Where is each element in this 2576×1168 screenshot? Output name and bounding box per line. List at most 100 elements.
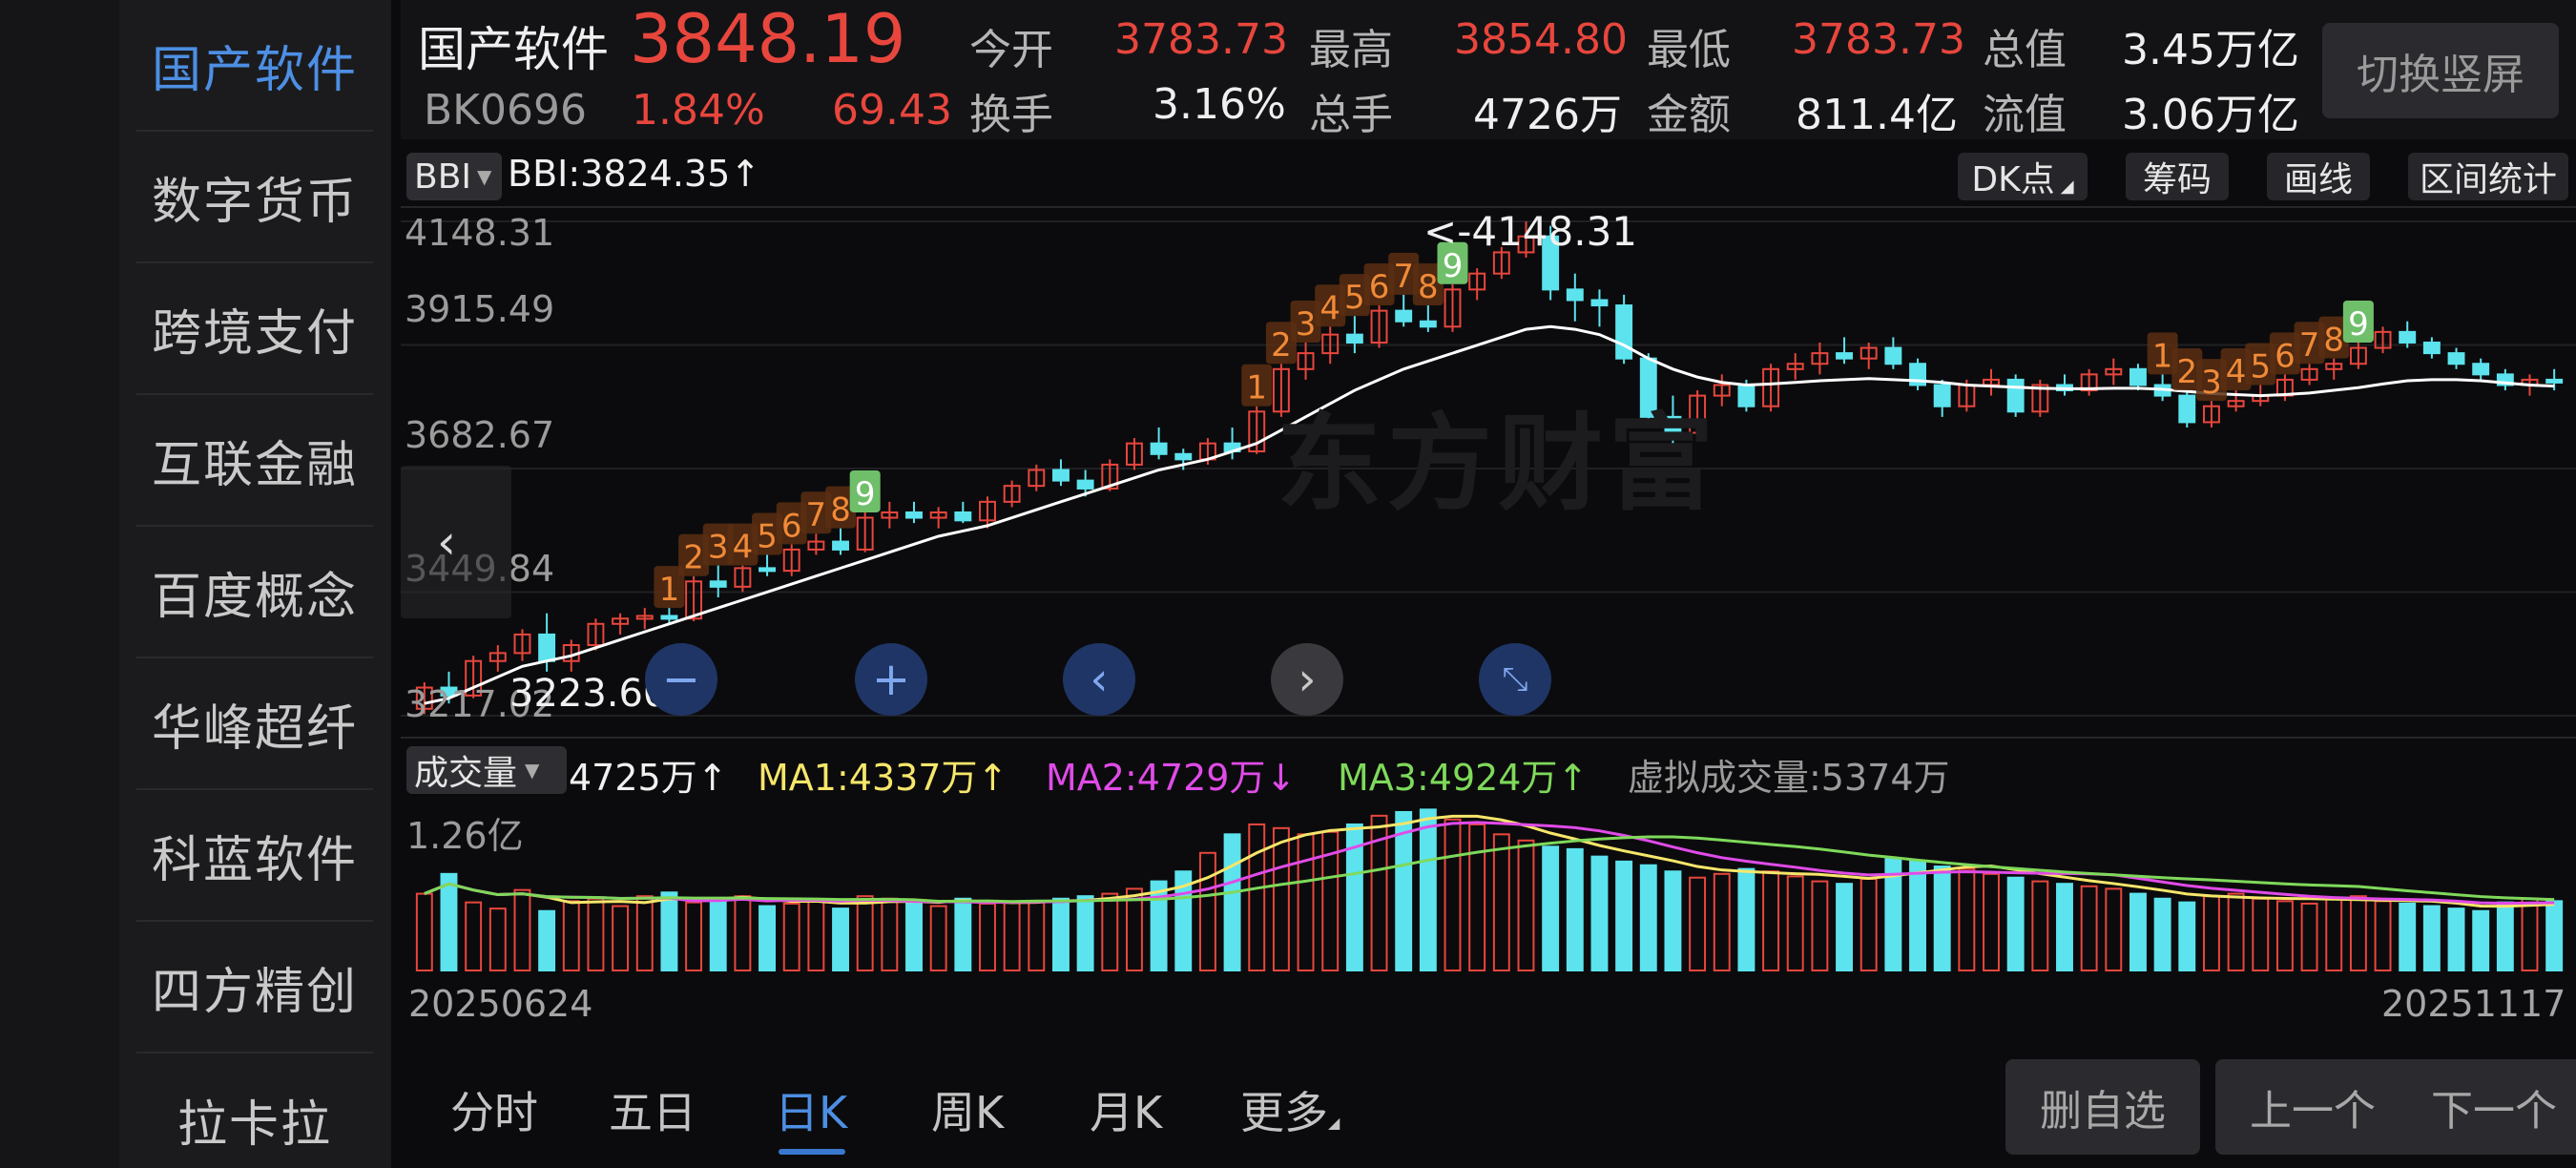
volume-ma2: MA2:4729万↓ xyxy=(1046,757,1297,799)
tab-more[interactable]: 更多◢ xyxy=(1240,1078,1340,1141)
candle-up xyxy=(1321,333,1340,355)
candle-down xyxy=(1615,304,1633,360)
sidebar-item-kuajing-zhifu[interactable]: 跨境支付 xyxy=(136,263,373,395)
left-edge-strip xyxy=(0,0,119,1168)
sequence-marker: 9 xyxy=(1443,247,1464,285)
indicator-dropdown[interactable]: BBI ▼ xyxy=(406,153,502,200)
previous-button[interactable]: 上一个 xyxy=(2215,1059,2410,1155)
sidebar-item-lakala[interactable]: 拉卡拉 xyxy=(177,1095,332,1154)
zoom-out-button[interactable]: − xyxy=(645,643,717,716)
stat-label-total-volume: 总手 xyxy=(1309,91,1393,139)
sequence-marker: 3 xyxy=(708,529,729,567)
sequence-marker-bg xyxy=(2318,316,2350,359)
y-label-2: 3915.49 xyxy=(405,288,555,330)
volume-bar-up xyxy=(1983,872,2000,971)
candle-up xyxy=(1444,288,1462,328)
stat-label-total-value: 总值 xyxy=(1983,26,2067,74)
sequence-marker-bg xyxy=(1412,263,1444,306)
candle-up xyxy=(1272,367,1290,413)
scroll-left-handle[interactable]: ‹ xyxy=(401,466,511,618)
sequence-marker: 7 xyxy=(1393,258,1414,296)
candle-up xyxy=(612,617,630,625)
stat-label-open: 今开 xyxy=(969,26,1053,74)
draw-line-button[interactable]: 画线 xyxy=(2267,153,2370,200)
volume-bar-up xyxy=(2227,892,2245,971)
dropdown-arrow-icon: ▼ xyxy=(477,165,492,188)
sequence-marker-bg xyxy=(776,502,807,545)
volume-ma3-line xyxy=(424,835,2555,904)
active-tab-indicator xyxy=(779,1149,845,1155)
stat-value-low: 3783.73 xyxy=(1792,15,1965,64)
stat-value-high: 3854.80 xyxy=(1454,15,1628,64)
volume-bar-up xyxy=(2374,900,2392,971)
volume-bar-down xyxy=(1884,858,1902,971)
sidebar-item-kelan-ruanjian[interactable]: 科蓝软件 xyxy=(136,790,373,922)
volume-bar-down xyxy=(954,897,972,971)
sidebar-item-huafeng-chaoxian[interactable]: 华峰超纤 xyxy=(136,658,373,790)
candle-down xyxy=(832,540,849,551)
volume-bar-up xyxy=(1444,818,1462,972)
next-button[interactable]: 下一个 xyxy=(2397,1059,2576,1155)
candle-down xyxy=(905,511,923,519)
volume-bar-up xyxy=(1492,833,1510,972)
volume-bar-down xyxy=(1076,895,1094,971)
tab-more-label: 更多 xyxy=(1240,1087,1328,1138)
sidebar-item-sifang-jingchuang[interactable]: 四方精创 xyxy=(136,922,373,1053)
sequence-marker-bg xyxy=(2342,300,2374,343)
dk-point-button[interactable]: DK点 ◢ xyxy=(1958,153,2088,200)
volume-bar-up xyxy=(587,897,605,971)
volume-bar-up xyxy=(513,888,531,971)
sequence-marker: 9 xyxy=(2348,305,2369,344)
sequence-marker-bg xyxy=(1241,364,1273,407)
dropdown-arrow-icon: ▼ xyxy=(525,759,540,782)
volume-bar-down xyxy=(2545,900,2564,971)
change-percent: 1.84% xyxy=(632,86,765,135)
sequence-marker: 3 xyxy=(2201,364,2222,402)
candle-up xyxy=(2349,346,2367,365)
volume-bar-down xyxy=(1150,880,1168,971)
sidebar-item-shuzi-huobi[interactable]: 数字货币 xyxy=(136,132,373,263)
volume-bar-up xyxy=(1468,823,1486,972)
volume-bar-up xyxy=(2105,887,2123,971)
sequence-marker-bg xyxy=(752,512,783,555)
sequence-marker-bg xyxy=(2245,343,2276,386)
sequence-marker-bg xyxy=(654,566,685,609)
sequence-marker: 2 xyxy=(2176,353,2197,391)
reset-zoom-button[interactable]: ⤡ xyxy=(1479,643,1551,716)
pan-left-button[interactable]: ‹ xyxy=(1063,643,1135,716)
tab-intraday[interactable]: 分时 xyxy=(450,1087,538,1138)
switch-portrait-button[interactable]: 切换竖屏 xyxy=(2322,23,2559,118)
candle-down xyxy=(1174,452,1193,461)
sequence-marker-bg xyxy=(849,469,881,512)
tab-five-day[interactable]: 五日 xyxy=(609,1087,696,1138)
sequence-marker-bg xyxy=(1315,284,1346,327)
sequence-marker: 5 xyxy=(2250,347,2271,386)
zoom-in-button[interactable]: + xyxy=(855,643,927,716)
volume-bar-up xyxy=(465,901,483,971)
sequence-marker: 5 xyxy=(757,517,778,555)
range-stats-button[interactable]: 区间统计 xyxy=(2408,153,2568,200)
tab-weekly-k[interactable]: 周K xyxy=(931,1087,1005,1138)
candle-down xyxy=(758,567,777,573)
tab-monthly-k[interactable]: 月K xyxy=(1090,1087,1163,1138)
sidebar-item-baidu-gainian[interactable]: 百度概念 xyxy=(136,527,373,658)
candle-up xyxy=(856,516,874,551)
chevron-left-icon: ‹ xyxy=(437,514,456,570)
candle-up xyxy=(1003,485,1021,503)
sidebar-item-hulian-jinrong[interactable]: 互联金融 xyxy=(136,395,373,527)
volume-indicator-dropdown[interactable]: 成交量 ▼ xyxy=(406,746,567,794)
candle-up xyxy=(2374,330,2392,349)
remove-watchlist-button[interactable]: 删自选 xyxy=(2005,1059,2200,1155)
candle-up xyxy=(1101,463,1119,490)
volume-bar-down xyxy=(832,907,849,971)
pan-right-button[interactable]: › xyxy=(1271,643,1343,716)
volume-bar-down xyxy=(1590,855,1609,971)
volume-chart[interactable]: 1.26亿 xyxy=(401,797,2576,973)
tab-daily-k[interactable]: 日K xyxy=(775,1087,848,1138)
volume-bar-up xyxy=(929,905,947,971)
volume-indicator-label: 成交量 xyxy=(414,754,518,793)
candle-up xyxy=(1859,346,1878,360)
chips-button[interactable]: 筹码 xyxy=(2126,153,2229,200)
sidebar-item-guochan-ruanjian[interactable]: 国产软件 xyxy=(136,0,373,132)
